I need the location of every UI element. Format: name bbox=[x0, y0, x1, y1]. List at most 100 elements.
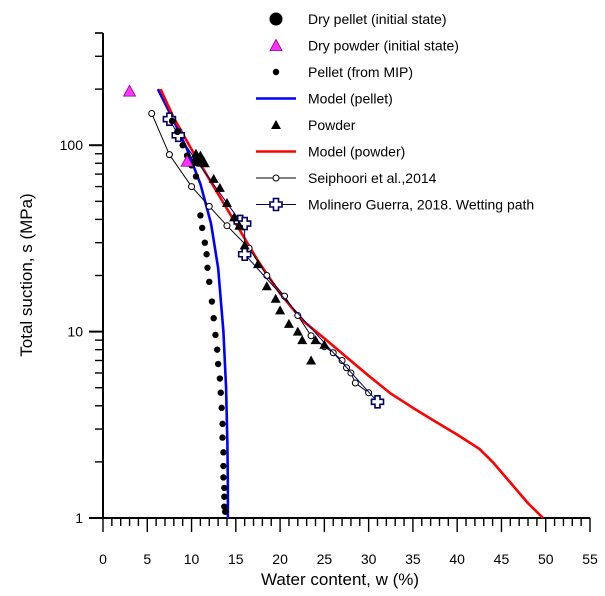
legend-entry: Molinero Guerra, 2018. Wetting path bbox=[256, 197, 534, 213]
legend-entry: Model (pellet) bbox=[256, 91, 393, 107]
data-point bbox=[214, 346, 221, 353]
series-4 bbox=[190, 148, 330, 365]
data-point bbox=[310, 335, 321, 345]
series-5 bbox=[159, 88, 544, 519]
x-tick-label: 45 bbox=[494, 551, 510, 567]
data-point bbox=[283, 318, 294, 328]
data-point bbox=[174, 128, 181, 136]
legend-entry: Dry powder (initial state) bbox=[269, 38, 459, 54]
data-point bbox=[269, 197, 283, 212]
data-point bbox=[275, 305, 286, 315]
legend-label: Model (powder) bbox=[308, 144, 405, 160]
data-point bbox=[201, 239, 209, 246]
axis-ticks: 0 5 10 15 20 25 30 35 40 45 50 55 1 10 100 bbox=[60, 32, 598, 567]
y-tick-label: 1 bbox=[75, 510, 83, 526]
data-point bbox=[269, 12, 283, 26]
data-point bbox=[297, 335, 308, 345]
data-point bbox=[171, 128, 186, 143]
series-3 bbox=[156, 88, 230, 518]
data-point bbox=[306, 355, 317, 365]
legend-entry: Seiphoori et al.,2014 bbox=[256, 170, 437, 186]
x-tick-label: 0 bbox=[99, 551, 107, 567]
data-point bbox=[208, 298, 216, 305]
legend-label: Powder bbox=[308, 117, 356, 133]
legend-label: Dry powder (initial state) bbox=[308, 38, 459, 54]
data-point bbox=[221, 484, 228, 492]
data-point bbox=[188, 183, 196, 191]
series-0 bbox=[192, 153, 206, 167]
data-point bbox=[220, 462, 227, 470]
data-point bbox=[338, 356, 346, 364]
data-point bbox=[214, 182, 225, 192]
legend-label: Model (pellet) bbox=[308, 91, 393, 107]
data-point bbox=[307, 332, 315, 340]
data-point bbox=[218, 404, 225, 412]
x-tick-label: 25 bbox=[317, 551, 333, 567]
x-tick-label: 50 bbox=[538, 551, 554, 567]
series-1 bbox=[122, 84, 194, 167]
series-2 bbox=[168, 117, 229, 515]
series-layer bbox=[122, 84, 544, 519]
x-tick-label: 5 bbox=[143, 551, 151, 567]
data-point bbox=[204, 264, 211, 271]
data-point bbox=[214, 360, 222, 368]
legend-label: Pellet (from MIP) bbox=[308, 64, 413, 80]
data-point bbox=[208, 173, 219, 183]
x-tick-label: 55 bbox=[582, 551, 598, 567]
data-point bbox=[237, 247, 252, 262]
data-point bbox=[229, 212, 240, 222]
data-point bbox=[221, 197, 232, 207]
legend-entry: Pellet (from MIP) bbox=[272, 64, 413, 80]
data-point bbox=[219, 434, 226, 441]
data-point bbox=[203, 251, 210, 258]
y-axis-title: Total suction, s (MPa) bbox=[17, 193, 36, 356]
legend-label: Dry pellet (initial state) bbox=[308, 11, 447, 27]
x-tick-label: 15 bbox=[228, 551, 244, 567]
x-tick-label: 30 bbox=[361, 551, 377, 567]
data-point bbox=[217, 389, 224, 396]
data-point bbox=[271, 120, 281, 129]
data-point bbox=[216, 375, 224, 382]
y-tick-label: 10 bbox=[67, 324, 83, 340]
data-point bbox=[351, 379, 359, 387]
data-point bbox=[205, 202, 213, 210]
data-point bbox=[319, 339, 330, 349]
data-point bbox=[165, 151, 173, 159]
x-tick-label: 40 bbox=[449, 551, 465, 567]
data-point bbox=[223, 222, 231, 230]
legend-label: Molinero Guerra, 2018. Wetting path bbox=[308, 197, 534, 213]
y-tick-label: 100 bbox=[60, 137, 84, 153]
series-7 bbox=[162, 112, 385, 409]
legend-entry: Dry pellet (initial state) bbox=[269, 11, 447, 27]
x-tick-label: 20 bbox=[272, 551, 288, 567]
data-point bbox=[269, 38, 283, 51]
data-point bbox=[221, 508, 229, 515]
data-point bbox=[206, 278, 213, 286]
data-point bbox=[219, 420, 226, 428]
data-point bbox=[168, 117, 176, 125]
data-point bbox=[220, 474, 227, 481]
x-tick-label: 10 bbox=[184, 551, 200, 567]
data-point bbox=[198, 224, 206, 232]
data-point bbox=[197, 212, 204, 219]
data-point bbox=[270, 293, 281, 303]
legend: Dry pellet (initial state) Dry powder (in… bbox=[256, 11, 534, 213]
data-point bbox=[220, 449, 227, 456]
legend-label: Seiphoori et al.,2014 bbox=[308, 170, 437, 186]
data-point bbox=[148, 109, 156, 117]
data-point bbox=[294, 312, 302, 320]
legend-entry: Powder bbox=[271, 117, 356, 133]
data-point bbox=[252, 259, 263, 269]
data-point bbox=[272, 174, 280, 182]
data-point bbox=[180, 154, 194, 167]
data-point bbox=[122, 84, 137, 97]
data-point bbox=[192, 153, 206, 167]
series-line bbox=[156, 88, 230, 518]
data-point bbox=[261, 281, 272, 291]
data-point bbox=[263, 272, 271, 279]
x-tick-label: 35 bbox=[405, 551, 421, 567]
legend-entry: Model (powder) bbox=[256, 144, 405, 160]
data-point bbox=[239, 240, 250, 250]
x-axis-title: Water content, w (%) bbox=[261, 570, 419, 589]
